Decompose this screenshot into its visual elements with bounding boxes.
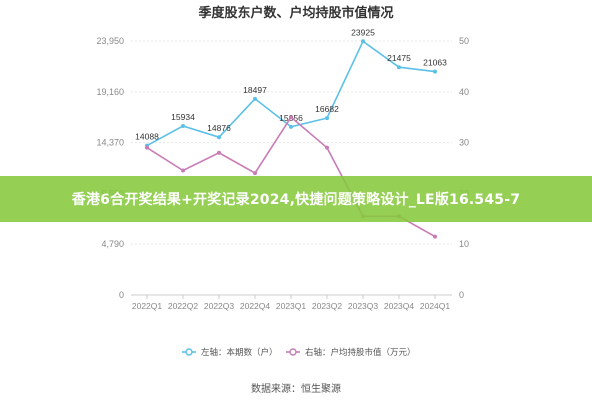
series-1-point: [325, 116, 329, 121]
overlay-banner: 香港6合开奖结果+开奖记录2024,快捷问题策略设计_LE版16.545-7: [0, 176, 592, 222]
x-tick-label: 2022Q3: [204, 301, 235, 311]
series-1-point: [289, 124, 293, 129]
data-label: 21063: [423, 58, 447, 68]
x-tick-label: 2022Q2: [168, 301, 199, 311]
data-source: 数据来源：恒生聚源: [251, 384, 341, 395]
right-axis: 01020304050: [459, 36, 469, 300]
series-1-point: [253, 96, 257, 101]
legend: 左轴：本期数（户） 右轴：户均持股市值（万元）: [182, 347, 416, 358]
x-tick-label: 2023Q4: [384, 301, 415, 311]
series-2-point: [217, 150, 221, 155]
data-label: 18497: [243, 85, 267, 95]
series-2-point: [433, 234, 437, 239]
right-tick-label: 50: [459, 36, 469, 46]
data-label: 14088: [135, 132, 159, 142]
data-label: 21475: [387, 53, 411, 63]
left-tick-label: 0: [119, 290, 124, 300]
x-tick-label: 2023Q1: [276, 301, 307, 311]
series-1-point: [397, 65, 401, 70]
left-tick-label: 4,790: [101, 239, 124, 249]
data-label: 16682: [315, 104, 339, 114]
left-tick-label: 14,370: [96, 138, 124, 148]
right-tick-label: 40: [459, 87, 469, 97]
x-axis: 2022Q1 2022Q2 2022Q3 2022Q4 2023Q1 2023Q2 2023…: [132, 295, 451, 311]
right-tick-label: 10: [459, 239, 469, 249]
legend-marker: [185, 348, 193, 356]
legend-label: 右轴：户均持股市值（万元）: [305, 347, 416, 358]
left-tick-label: 19,160: [96, 87, 124, 97]
right-tick-label: 30: [459, 138, 469, 148]
plot-area: 1408815934148761849715856166822392521475…: [135, 27, 447, 239]
left-tick-label: 23,950: [96, 36, 124, 46]
series-2-point: [145, 145, 149, 150]
x-tick-label: 2023Q2: [312, 301, 343, 311]
right-tick-label: 0: [459, 290, 464, 300]
data-label: 23925: [351, 27, 375, 37]
series-1-point: [181, 124, 185, 129]
x-tick-label: 2023Q3: [348, 301, 379, 311]
legend-label: 左轴：本期数（户）: [201, 347, 278, 358]
series-2-point: [289, 115, 293, 120]
series-2-point: [181, 168, 185, 173]
series-1-point: [217, 135, 221, 140]
x-tick-label: 2022Q1: [132, 301, 163, 311]
x-tick-label: 2022Q4: [240, 301, 271, 311]
chart-title: 季度股东户数、户均持股市值情况: [197, 5, 393, 21]
series-2-point: [325, 145, 329, 150]
series-1-point: [361, 39, 365, 44]
data-label: 14876: [207, 123, 231, 133]
series-2-point: [253, 171, 257, 176]
data-label: 15934: [171, 112, 195, 122]
banner-text: 香港6合开奖结果+开奖记录2024,快捷问题策略设计_LE版16.545-7: [71, 192, 521, 208]
series-1-point: [433, 69, 437, 74]
x-tick-label: 2024Q1: [420, 301, 451, 311]
legend-marker: [289, 348, 297, 356]
